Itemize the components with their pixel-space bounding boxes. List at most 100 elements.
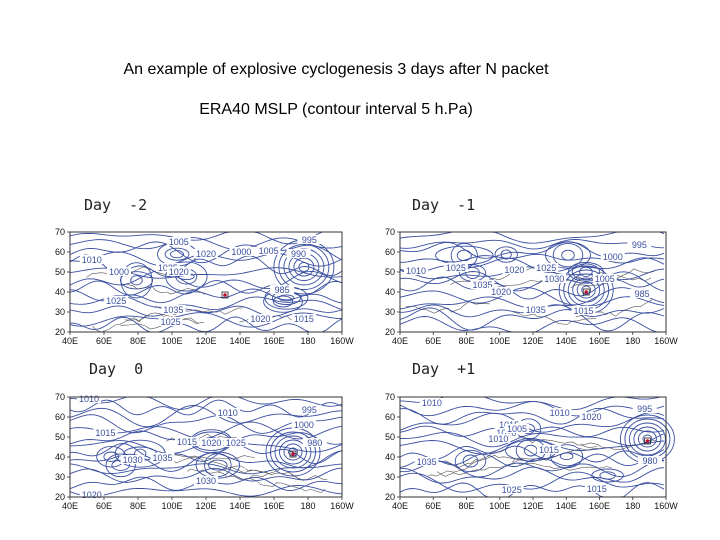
y-tick-label: 60 [385,412,395,422]
isobar-label: 1030 [196,476,216,486]
isobar-label: 1015 [294,314,314,324]
x-tick-label: 120E [195,501,216,511]
x-tick-label: 80E [458,336,474,346]
isobar-contours [399,396,675,498]
panel-label-day-minus-1: Day -1 [412,196,476,214]
isobar-label: 1000 [294,420,314,430]
x-tick-label: 160E [263,336,284,346]
x-tick-label: 160E [263,501,284,511]
isobar-label: 1005 [169,237,189,247]
y-tick-label: 30 [385,307,395,317]
isobar-label: 1035 [472,280,492,290]
isobar-label: 1010 [406,266,426,276]
isobar-label: 1015 [573,306,593,316]
x-tick-label: 80E [458,501,474,511]
isobar-label: 1020 [504,265,524,275]
x-tick-label: 100E [161,336,182,346]
isobar-label: 1010 [550,408,570,418]
x-tick-label: 80E [130,501,146,511]
x-tick-label: 100E [161,501,182,511]
y-tick-label: 50 [385,432,395,442]
isobar-label: 1035 [526,305,546,315]
isobar-label: 995 [302,405,317,415]
isobar-labels: 1010101010201010995101510051010103510159… [414,398,662,495]
x-tick-label: 40E [392,336,408,346]
x-tick-label: 160W [654,336,678,346]
x-tick-label: 100E [489,501,510,511]
x-tick-label: 120E [522,336,543,346]
isobar-label: 1035 [152,453,172,463]
y-tick-label: 40 [385,287,395,297]
y-tick-label: 40 [55,287,65,297]
isobar-label: 1000 [603,252,623,262]
isobar-label: 1035 [163,305,183,315]
page-subtitle: ERA40 MSLP (contour interval 5 h.Pa) [199,101,473,118]
isobar-label: 1000 [231,247,251,257]
x-tick-label: 80E [130,336,146,346]
isobar-label: 995 [637,404,652,414]
y-tick-label: 50 [385,267,395,277]
panel-label-day-plus-1: Day +1 [412,360,476,378]
y-tick-label: 40 [55,452,65,462]
isobar-label: 1025 [106,296,126,306]
isobar-label: 995 [302,235,317,245]
y-tick-label: 60 [55,247,65,257]
isobar-label: 1015 [539,445,559,455]
isobar-label: 1030 [544,274,564,284]
x-tick-label: 40E [62,501,78,511]
isobar-label: 995 [632,240,647,250]
x-tick-label: 120E [195,336,216,346]
isobar-label: 1000 [109,267,129,277]
x-tick-label: 60E [425,501,441,511]
isobar-label: 1020 [250,314,270,324]
y-tick-label: 70 [385,392,395,402]
x-tick-label: 60E [96,336,112,346]
x-tick-label: 160E [589,336,610,346]
isobar-label: 1015 [587,484,607,494]
x-tick-label: 160W [654,501,678,511]
isobar-label: 1005 [595,274,615,284]
y-tick-label: 50 [55,267,65,277]
x-tick-label: 60E [425,336,441,346]
x-tick-label: 180 [625,336,640,346]
page-title: An example of explosive cyclogenesis 3 d… [123,61,549,78]
y-tick-label: 70 [55,392,65,402]
isobar-label: 985 [275,285,290,295]
isobar-label: 1025 [502,485,522,495]
isobar-label: 1025 [161,317,181,327]
isobar-label: 1010 [82,255,102,265]
x-tick-label: 160W [330,501,354,511]
mslp-map-day-plus-1: 1010101010201010995101510051010103510159… [385,392,678,511]
cyclone-marker [289,450,297,458]
cyclone-marker [643,437,651,445]
x-tick-label: 180 [300,336,315,346]
panel-label-day-0: Day 0 [89,360,144,378]
isobar-label: 980 [307,438,322,448]
isobar-label: 1010 [488,434,508,444]
y-tick-label: 30 [55,472,65,482]
x-tick-label: 140E [229,501,250,511]
cyclone-marker [582,288,590,296]
isobar-label: 1005 [507,424,527,434]
x-tick-label: 100E [489,336,510,346]
x-tick-label: 180 [300,501,315,511]
y-tick-label: 20 [55,327,65,337]
isobar-label: 1010 [422,398,442,408]
isobar-label: 1005 [259,246,279,256]
isobar-label: 1020 [581,412,601,422]
isobar-label: 1025 [446,263,466,273]
isobar-label: 1020 [169,267,189,277]
map-frame [399,231,667,333]
x-tick-label: 160E [589,501,610,511]
y-tick-label: 50 [55,432,65,442]
panel-label-day-minus-2: Day -2 [84,196,148,214]
isobar-label: 1025 [536,263,556,273]
isobar-labels: 1010 995 1010 1015 1000 1015 1020 1025 980 1030 10… [77,394,327,500]
isobar-label: 985 [635,289,650,299]
y-tick-label: 70 [55,227,65,237]
mslp-map-day-minus-2: 1005 1000 995 1010 1020 1005 990 1000 1025 985 102… [55,227,354,346]
x-tick-label: 160W [330,336,354,346]
